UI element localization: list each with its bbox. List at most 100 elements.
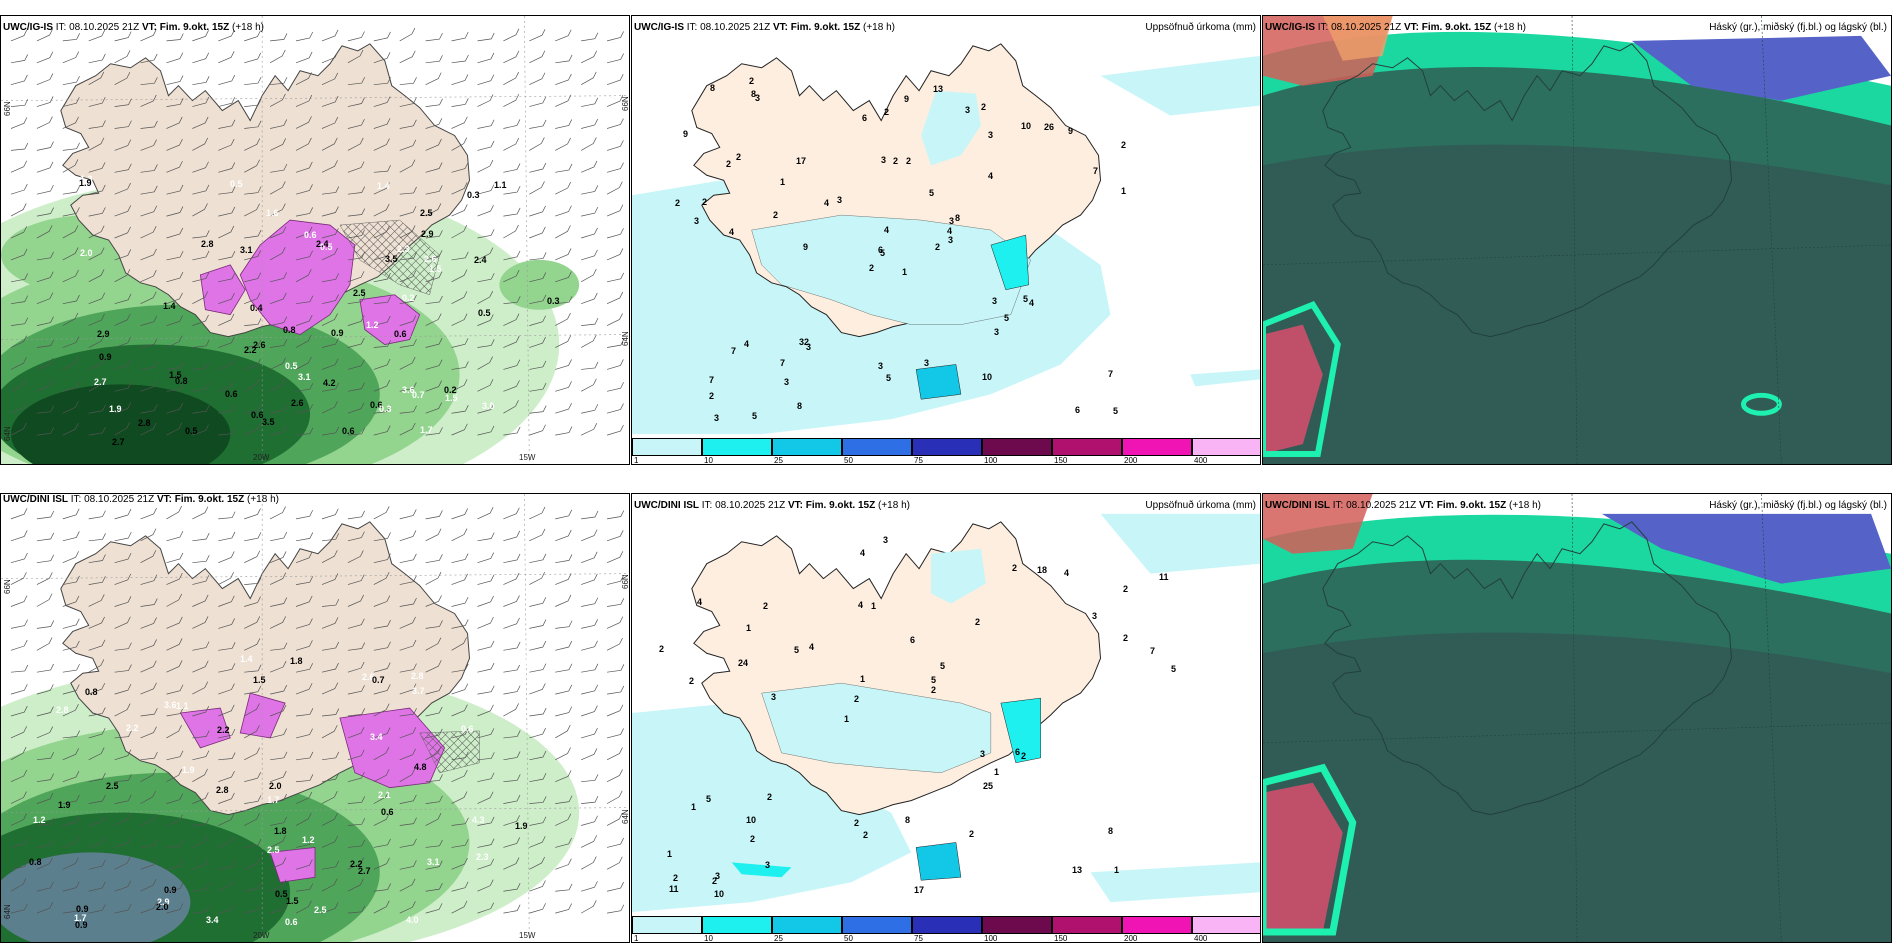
wind-barb <box>529 772 547 783</box>
wind-barb <box>114 71 131 86</box>
wind-barb <box>10 335 27 348</box>
wind-barb <box>62 336 80 348</box>
wind-barb <box>581 160 598 173</box>
wind-barb <box>399 339 417 348</box>
wind-map <box>1 494 629 942</box>
value-label: 2 <box>702 197 708 207</box>
wind-barb <box>347 186 366 195</box>
wind-barb <box>270 770 287 783</box>
wind-barb <box>399 225 416 239</box>
value-label: 2.0 <box>269 781 282 791</box>
wind-barb <box>399 77 417 86</box>
wind-barb <box>10 160 28 173</box>
wind-barb <box>140 660 157 673</box>
wind-barb <box>555 529 572 542</box>
wind-barb <box>10 422 27 436</box>
value-label: 2.3 <box>397 244 410 254</box>
wind-barb <box>451 817 469 826</box>
wind-barb <box>373 900 390 914</box>
wind-barb <box>270 339 288 348</box>
wind-barb <box>347 661 365 673</box>
wind-barb <box>244 813 260 826</box>
wind-barb <box>270 816 288 826</box>
wind-barb <box>477 532 495 542</box>
value-label: 1 <box>1121 186 1127 196</box>
wind-barb <box>606 837 624 848</box>
wind-barb <box>399 186 417 195</box>
value-label: 2.9 <box>421 229 434 239</box>
value-label: 0.5 <box>285 361 298 371</box>
wind-barb <box>218 663 236 673</box>
wind-barb <box>399 50 416 64</box>
value-label: 0.6 <box>370 400 383 410</box>
value-label: 0.5 <box>230 179 243 189</box>
wind-barb <box>62 770 80 783</box>
wind-barb <box>88 794 106 804</box>
wind-barb <box>88 554 106 564</box>
wind-barb <box>295 184 313 195</box>
wind-barb <box>555 903 572 914</box>
wind-barb <box>321 338 339 348</box>
wind-barb <box>555 620 573 629</box>
wind-barb <box>606 228 624 239</box>
value-label: 2 <box>736 152 742 162</box>
value-label: 2.2 <box>217 725 230 735</box>
wind-barb <box>244 638 261 651</box>
value-label: 4 <box>884 225 890 235</box>
wind-barb <box>606 551 624 564</box>
wind-barb <box>503 507 520 520</box>
value-label: 8 <box>710 83 716 93</box>
wind-barb <box>425 728 443 739</box>
value-label: 4 <box>697 597 703 607</box>
wind-barb <box>451 881 469 892</box>
wind-barb <box>192 506 209 520</box>
value-label: 3.5 <box>262 417 275 427</box>
wind-barb <box>399 422 416 436</box>
wind-barb <box>296 383 314 392</box>
wind-barb <box>62 905 80 914</box>
wind-barb <box>295 551 313 564</box>
panel-ig-wind: UWC/IG-IS IT: 08.10.2025 21Z VT: Fim. 9.… <box>0 15 630 465</box>
value-label: 2.4 <box>474 255 487 265</box>
wind-barb <box>347 818 366 826</box>
wind-barb <box>451 54 469 64</box>
legend-swatch <box>1052 438 1122 456</box>
wind-barb <box>373 813 390 826</box>
wind-barb <box>451 728 469 739</box>
wind-barb <box>347 708 366 717</box>
wind-barb <box>114 139 132 151</box>
wind-barb <box>451 900 468 914</box>
wind-barb <box>140 617 157 629</box>
wind-barb <box>347 550 364 564</box>
wind-barb <box>244 795 262 804</box>
value-label: 2 <box>1121 140 1127 150</box>
wind-barb <box>192 184 210 195</box>
value-label: 6 <box>910 635 916 645</box>
value-label: 3.1 <box>427 857 440 867</box>
precip-map <box>632 16 1260 464</box>
wind-barb <box>425 774 443 783</box>
wind-barb <box>425 839 443 848</box>
wind-barb <box>321 662 339 673</box>
wind-barb <box>244 120 262 129</box>
wind-barb <box>347 137 364 151</box>
wind-barb <box>477 74 495 86</box>
value-label: 1.9 <box>109 404 122 414</box>
wind-barb <box>88 533 106 542</box>
wind-barb <box>36 161 54 173</box>
wind-barb <box>166 882 184 892</box>
value-label: 0.8 <box>29 857 42 867</box>
value-label: 4 <box>1029 298 1035 308</box>
value-label: 3 <box>949 216 955 226</box>
wind-barb <box>555 163 573 173</box>
value-label: 6 <box>1015 747 1021 757</box>
wind-barb <box>166 707 184 717</box>
wind-barb <box>555 770 572 783</box>
wind-barb <box>321 273 340 283</box>
wind-barb <box>451 98 469 107</box>
value-label: 3 <box>806 342 812 352</box>
value-label: 1.4 <box>377 181 390 191</box>
wind-barb <box>321 902 339 914</box>
wind-barb <box>399 251 417 261</box>
wind-barb <box>10 74 28 86</box>
